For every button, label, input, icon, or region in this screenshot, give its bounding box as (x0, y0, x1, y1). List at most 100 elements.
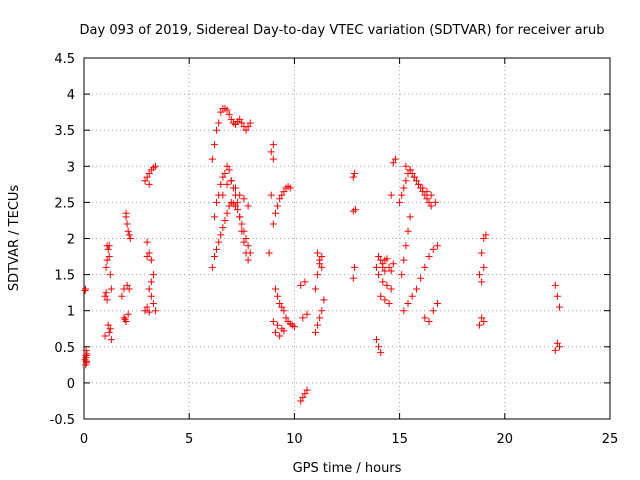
data-point (225, 166, 233, 174)
data-point (143, 238, 151, 246)
data-point (375, 253, 383, 261)
data-point (297, 397, 305, 405)
data-point (213, 245, 221, 253)
data-point (349, 274, 357, 282)
data-point (303, 310, 311, 318)
data-point (227, 115, 235, 123)
data-point (311, 285, 319, 293)
y-tick-label: 3 (67, 160, 75, 175)
data-point (425, 253, 433, 261)
data-point (402, 242, 410, 250)
data-point (145, 249, 153, 257)
data-point (125, 285, 133, 293)
data-point (301, 278, 309, 286)
data-point (145, 285, 153, 293)
data-point (387, 191, 395, 199)
data-point (124, 227, 132, 235)
data-point (318, 307, 326, 315)
data-point (141, 307, 149, 315)
data-point (210, 253, 218, 261)
data-point (215, 238, 223, 246)
data-point (105, 328, 113, 336)
data-point (412, 285, 420, 293)
axis-ticks (83, 57, 611, 420)
data-point (81, 285, 89, 293)
data-point (83, 350, 91, 358)
data-point (280, 307, 288, 315)
data-point (402, 177, 410, 185)
data-point (383, 255, 391, 263)
data-point (244, 256, 252, 264)
data-point (145, 180, 153, 188)
y-axis-label: SDTVAR / TECUs (7, 185, 22, 292)
data-point (152, 162, 160, 170)
data-point (398, 271, 406, 279)
x-tick-label: 15 (391, 432, 408, 447)
data-point (372, 263, 380, 271)
data-point (223, 209, 231, 217)
data-point (106, 325, 114, 333)
data-point (152, 307, 160, 315)
data-point (223, 180, 231, 188)
data-point (431, 198, 439, 206)
data-point (82, 361, 90, 369)
data-point (269, 141, 277, 149)
data-point (240, 195, 248, 203)
data-point (314, 249, 322, 257)
data-point (427, 202, 435, 210)
data-point (556, 343, 564, 351)
data-point (553, 339, 561, 347)
x-tick-label: 20 (497, 432, 514, 447)
data-point (122, 209, 130, 217)
data-point (210, 141, 218, 149)
data-point (223, 162, 231, 170)
data-point (271, 285, 279, 293)
x-axis-tick-labels: 0 5 10 15 20 25 (80, 432, 618, 447)
data-point (314, 271, 322, 279)
data-points (81, 105, 564, 405)
data-point (269, 155, 277, 163)
data-point (412, 177, 420, 185)
x-tick-label: 0 (80, 432, 88, 447)
data-point (389, 159, 397, 167)
data-point (276, 299, 284, 307)
data-point (147, 278, 155, 286)
data-point (349, 173, 357, 181)
data-point (396, 198, 404, 206)
data-point (389, 260, 397, 268)
data-point (221, 216, 229, 224)
data-point (103, 256, 111, 264)
data-point (267, 191, 275, 199)
data-point (145, 170, 153, 178)
y-tick-label: 0.5 (54, 341, 75, 356)
data-point (410, 173, 418, 181)
data-point (379, 278, 387, 286)
data-point (377, 349, 385, 357)
data-point (480, 263, 488, 271)
data-point (107, 285, 115, 293)
data-point (381, 296, 389, 304)
data-point (213, 126, 221, 134)
data-point (244, 242, 252, 250)
data-point (551, 281, 559, 289)
x-axis-label: GPS time / hours (293, 461, 402, 476)
data-point (375, 343, 383, 351)
data-point (299, 393, 307, 401)
data-point (316, 256, 324, 264)
y-tick-label: 0 (67, 377, 75, 392)
data-point (217, 108, 225, 116)
data-point (242, 126, 250, 134)
data-point (400, 184, 408, 192)
data-point (118, 292, 126, 300)
data-point (147, 256, 155, 264)
data-point (238, 220, 246, 228)
data-point (349, 207, 357, 215)
data-point (423, 195, 431, 203)
data-point (83, 357, 91, 365)
data-point (107, 336, 115, 344)
data-point (478, 249, 486, 257)
data-point (81, 356, 89, 364)
data-point (408, 292, 416, 300)
data-point (381, 267, 389, 275)
